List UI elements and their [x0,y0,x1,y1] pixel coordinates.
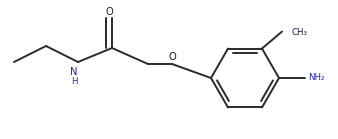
Text: H: H [71,78,77,86]
Text: N: N [70,67,78,77]
Text: NH₂: NH₂ [308,74,324,83]
Text: CH₃: CH₃ [292,28,308,37]
Text: O: O [105,7,113,17]
Text: O: O [168,52,176,62]
